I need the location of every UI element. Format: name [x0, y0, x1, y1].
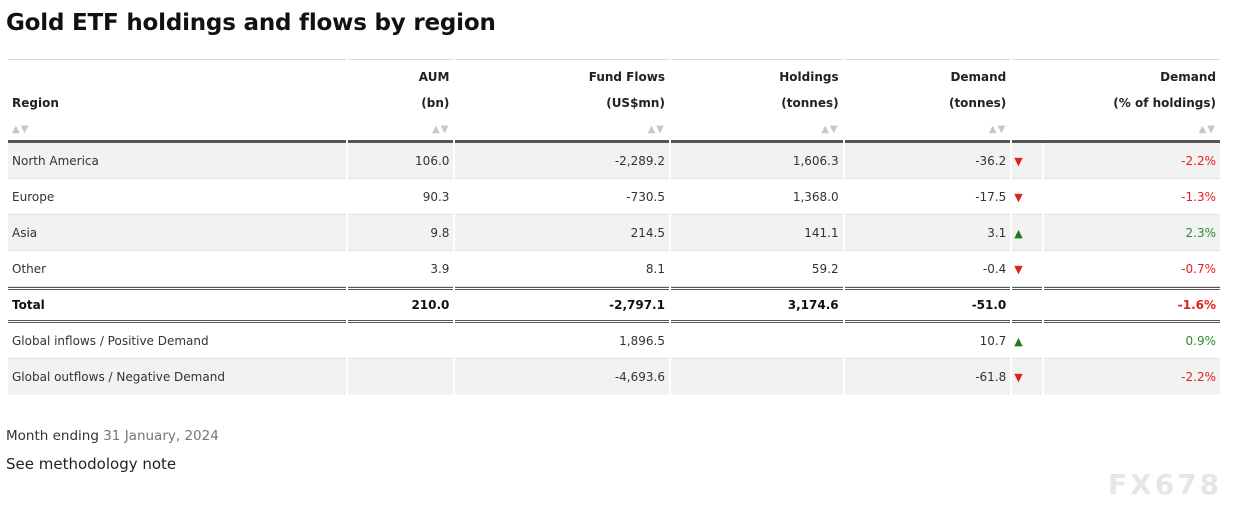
- region-cell: Other: [8, 251, 346, 287]
- holdings-cell: [670, 359, 843, 395]
- watermark-logo: FX678: [1108, 468, 1223, 501]
- demand-cell: -61.8: [844, 359, 1011, 395]
- holdings-cell: 59.2: [670, 251, 843, 287]
- fund-flows-cell: 1,896.5: [455, 323, 669, 359]
- page-title: Gold ETF holdings and flows by region: [6, 10, 496, 36]
- header-aum: AUM: [347, 59, 454, 91]
- total-demand-pct: -1.6%: [1177, 298, 1216, 312]
- month-ending-label: Month ending: [6, 428, 99, 444]
- up-arrow-icon: ▲: [1014, 226, 1023, 240]
- aum-cell: 90.3: [347, 179, 454, 215]
- down-arrow-icon: ▼: [1014, 190, 1023, 204]
- month-ending: Month ending 31 January, 2024: [6, 428, 219, 444]
- up-arrow-icon: ▲: [1014, 334, 1023, 348]
- demand-cell: 10.7: [844, 323, 1011, 359]
- header-demand-pct: Demand: [1012, 59, 1220, 91]
- header-row-1: AUM Fund Flows Holdings Demand Demand: [8, 59, 1220, 91]
- sort-row: ▲▼ ▲▼ ▲▼ ▲▼ ▲▼ ▲▼: [8, 115, 1220, 143]
- sort-demand-pct-icon[interactable]: ▲▼: [1198, 123, 1216, 135]
- sort-holdings-icon[interactable]: ▲▼: [821, 123, 839, 135]
- demand-pct-cell: -1.3%: [1181, 189, 1216, 204]
- total-row: Total 210.0 -2,797.1 3,174.6 -51.0 -1.6%: [8, 287, 1220, 323]
- aum-cell: 3.9: [347, 251, 454, 287]
- header-fund-flows: Fund Flows: [455, 59, 669, 91]
- demand-pct-cell: 2.3%: [1185, 225, 1217, 240]
- region-cell: Asia: [8, 215, 346, 251]
- methodology-link[interactable]: See methodology note: [6, 455, 177, 473]
- total-holdings: 3,174.6: [670, 287, 843, 323]
- header-demand-unit[interactable]: (tonnes): [948, 96, 1007, 110]
- holdings-cell: [670, 323, 843, 359]
- etf-holdings-table: AUM Fund Flows Holdings Demand Demand Re…: [6, 59, 1222, 395]
- fund-flows-cell: -2,289.2: [455, 143, 669, 179]
- region-cell: Europe: [8, 179, 346, 215]
- holdings-cell: 1,368.0: [670, 179, 843, 215]
- fund-flows-cell: 214.5: [455, 215, 669, 251]
- demand-pct-cell: -2.2%: [1181, 153, 1216, 168]
- demand-pct-cell: 0.9%: [1185, 333, 1217, 348]
- aum-cell: 106.0: [347, 143, 454, 179]
- region-cell: North America: [8, 143, 346, 179]
- demand-cell: -36.2: [844, 143, 1011, 179]
- demand-cell: -0.4: [844, 251, 1011, 287]
- fund-flows-cell: -4,693.6: [455, 359, 669, 395]
- header-holdings-unit[interactable]: (tonnes): [781, 96, 839, 110]
- total-fund-flows: -2,797.1: [455, 287, 669, 323]
- header-fund-flows-unit[interactable]: (US$mn): [606, 96, 665, 110]
- table-row: North America 106.0 -2,289.2 1,606.3 -36…: [8, 143, 1220, 179]
- aum-cell: 9.8: [347, 215, 454, 251]
- demand-cell: 3.1: [844, 215, 1011, 251]
- demand-pct-cell: -2.2%: [1181, 370, 1216, 384]
- total-label: Total: [8, 287, 346, 323]
- header-aum-unit[interactable]: (bn): [421, 96, 450, 110]
- fund-flows-cell: -730.5: [455, 179, 669, 215]
- sort-region-icon[interactable]: ▲▼: [12, 123, 30, 135]
- down-arrow-icon: ▼: [1014, 262, 1023, 276]
- total-aum: 210.0: [347, 287, 454, 323]
- table-row: Other 3.9 8.1 59.2 -0.4 ▼ -0.7%: [8, 251, 1220, 287]
- demand-cell: -17.5: [844, 179, 1011, 215]
- global-outflows-row: Global outflows / Negative Demand -4,693…: [8, 359, 1220, 395]
- table-row: Asia 9.8 214.5 141.1 3.1 ▲ 2.3%: [8, 215, 1220, 251]
- fund-flows-cell: 8.1: [455, 251, 669, 287]
- total-demand: -51.0: [844, 287, 1011, 323]
- demand-pct-cell: -0.7%: [1181, 261, 1216, 276]
- sort-fund-flows-icon[interactable]: ▲▼: [647, 123, 665, 135]
- header-region[interactable]: Region: [12, 96, 59, 110]
- global-inflows-row: Global inflows / Positive Demand 1,896.5…: [8, 323, 1220, 359]
- header-demand: Demand: [844, 59, 1011, 91]
- holdings-cell: 141.1: [670, 215, 843, 251]
- down-arrow-icon: ▼: [1014, 154, 1023, 168]
- sort-demand-icon[interactable]: ▲▼: [988, 123, 1007, 135]
- table-row: Europe 90.3 -730.5 1,368.0 -17.5 ▼ -1.3%: [8, 179, 1220, 215]
- header-region-line1: [8, 59, 346, 91]
- holdings-cell: 1,606.3: [670, 143, 843, 179]
- aum-cell: [347, 323, 454, 359]
- header-row-2: Region (bn) (US$mn) (tonnes) (tonnes) (%…: [8, 91, 1220, 115]
- header-demand-pct-unit[interactable]: (% of holdings): [1113, 96, 1216, 110]
- down-arrow-icon: ▼: [1014, 371, 1023, 384]
- aum-cell: [347, 359, 454, 395]
- region-cell: Global outflows / Negative Demand: [8, 359, 346, 395]
- month-ending-date: 31 January, 2024: [103, 428, 219, 444]
- header-holdings: Holdings: [670, 59, 843, 91]
- region-cell: Global inflows / Positive Demand: [8, 323, 346, 359]
- sort-aum-icon[interactable]: ▲▼: [432, 123, 450, 135]
